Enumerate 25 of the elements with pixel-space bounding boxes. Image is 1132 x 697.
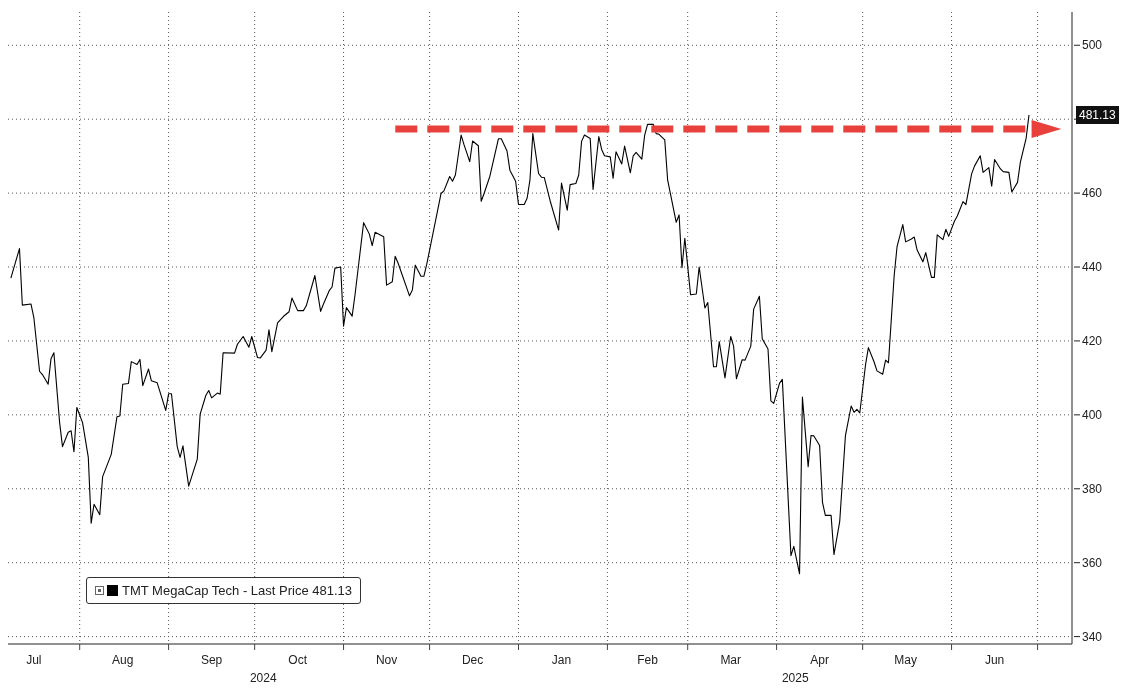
x-tick-label: Jan	[551, 653, 572, 667]
y-tick-label: 380	[1082, 481, 1103, 496]
y-tick-label: 440	[1082, 260, 1103, 275]
text: 2025	[781, 671, 809, 685]
y-tick-label: 340	[1082, 629, 1103, 644]
y-tick-label: 400	[1082, 407, 1103, 422]
x-tick-label: Aug	[112, 653, 134, 667]
x-tick-label: Mar	[720, 653, 742, 667]
x-tick-label: Dec	[461, 653, 484, 667]
x-tick-label: Jul	[26, 653, 42, 667]
x-tick-label: Apr	[810, 653, 829, 667]
legend-label: TMT MegaCap Tech - Last Price 481.13	[122, 583, 353, 598]
text: 481.13	[1076, 106, 1119, 124]
x-tick-label: Sep	[200, 653, 223, 667]
x-tick-label: Feb	[637, 653, 659, 667]
line-series	[10, 114, 1030, 575]
text: 2024	[249, 671, 277, 685]
y-tick-label: 500	[1082, 38, 1103, 53]
y-tick-label: 420	[1082, 333, 1103, 348]
x-tick-label: Jun	[984, 653, 1005, 667]
x-tick-label: Oct	[288, 653, 308, 667]
y-tick-label: 360	[1082, 555, 1103, 570]
x-tick-label: Nov	[375, 653, 398, 667]
y-tick-label: 460	[1082, 186, 1103, 201]
x-tick-label: May	[894, 653, 917, 667]
